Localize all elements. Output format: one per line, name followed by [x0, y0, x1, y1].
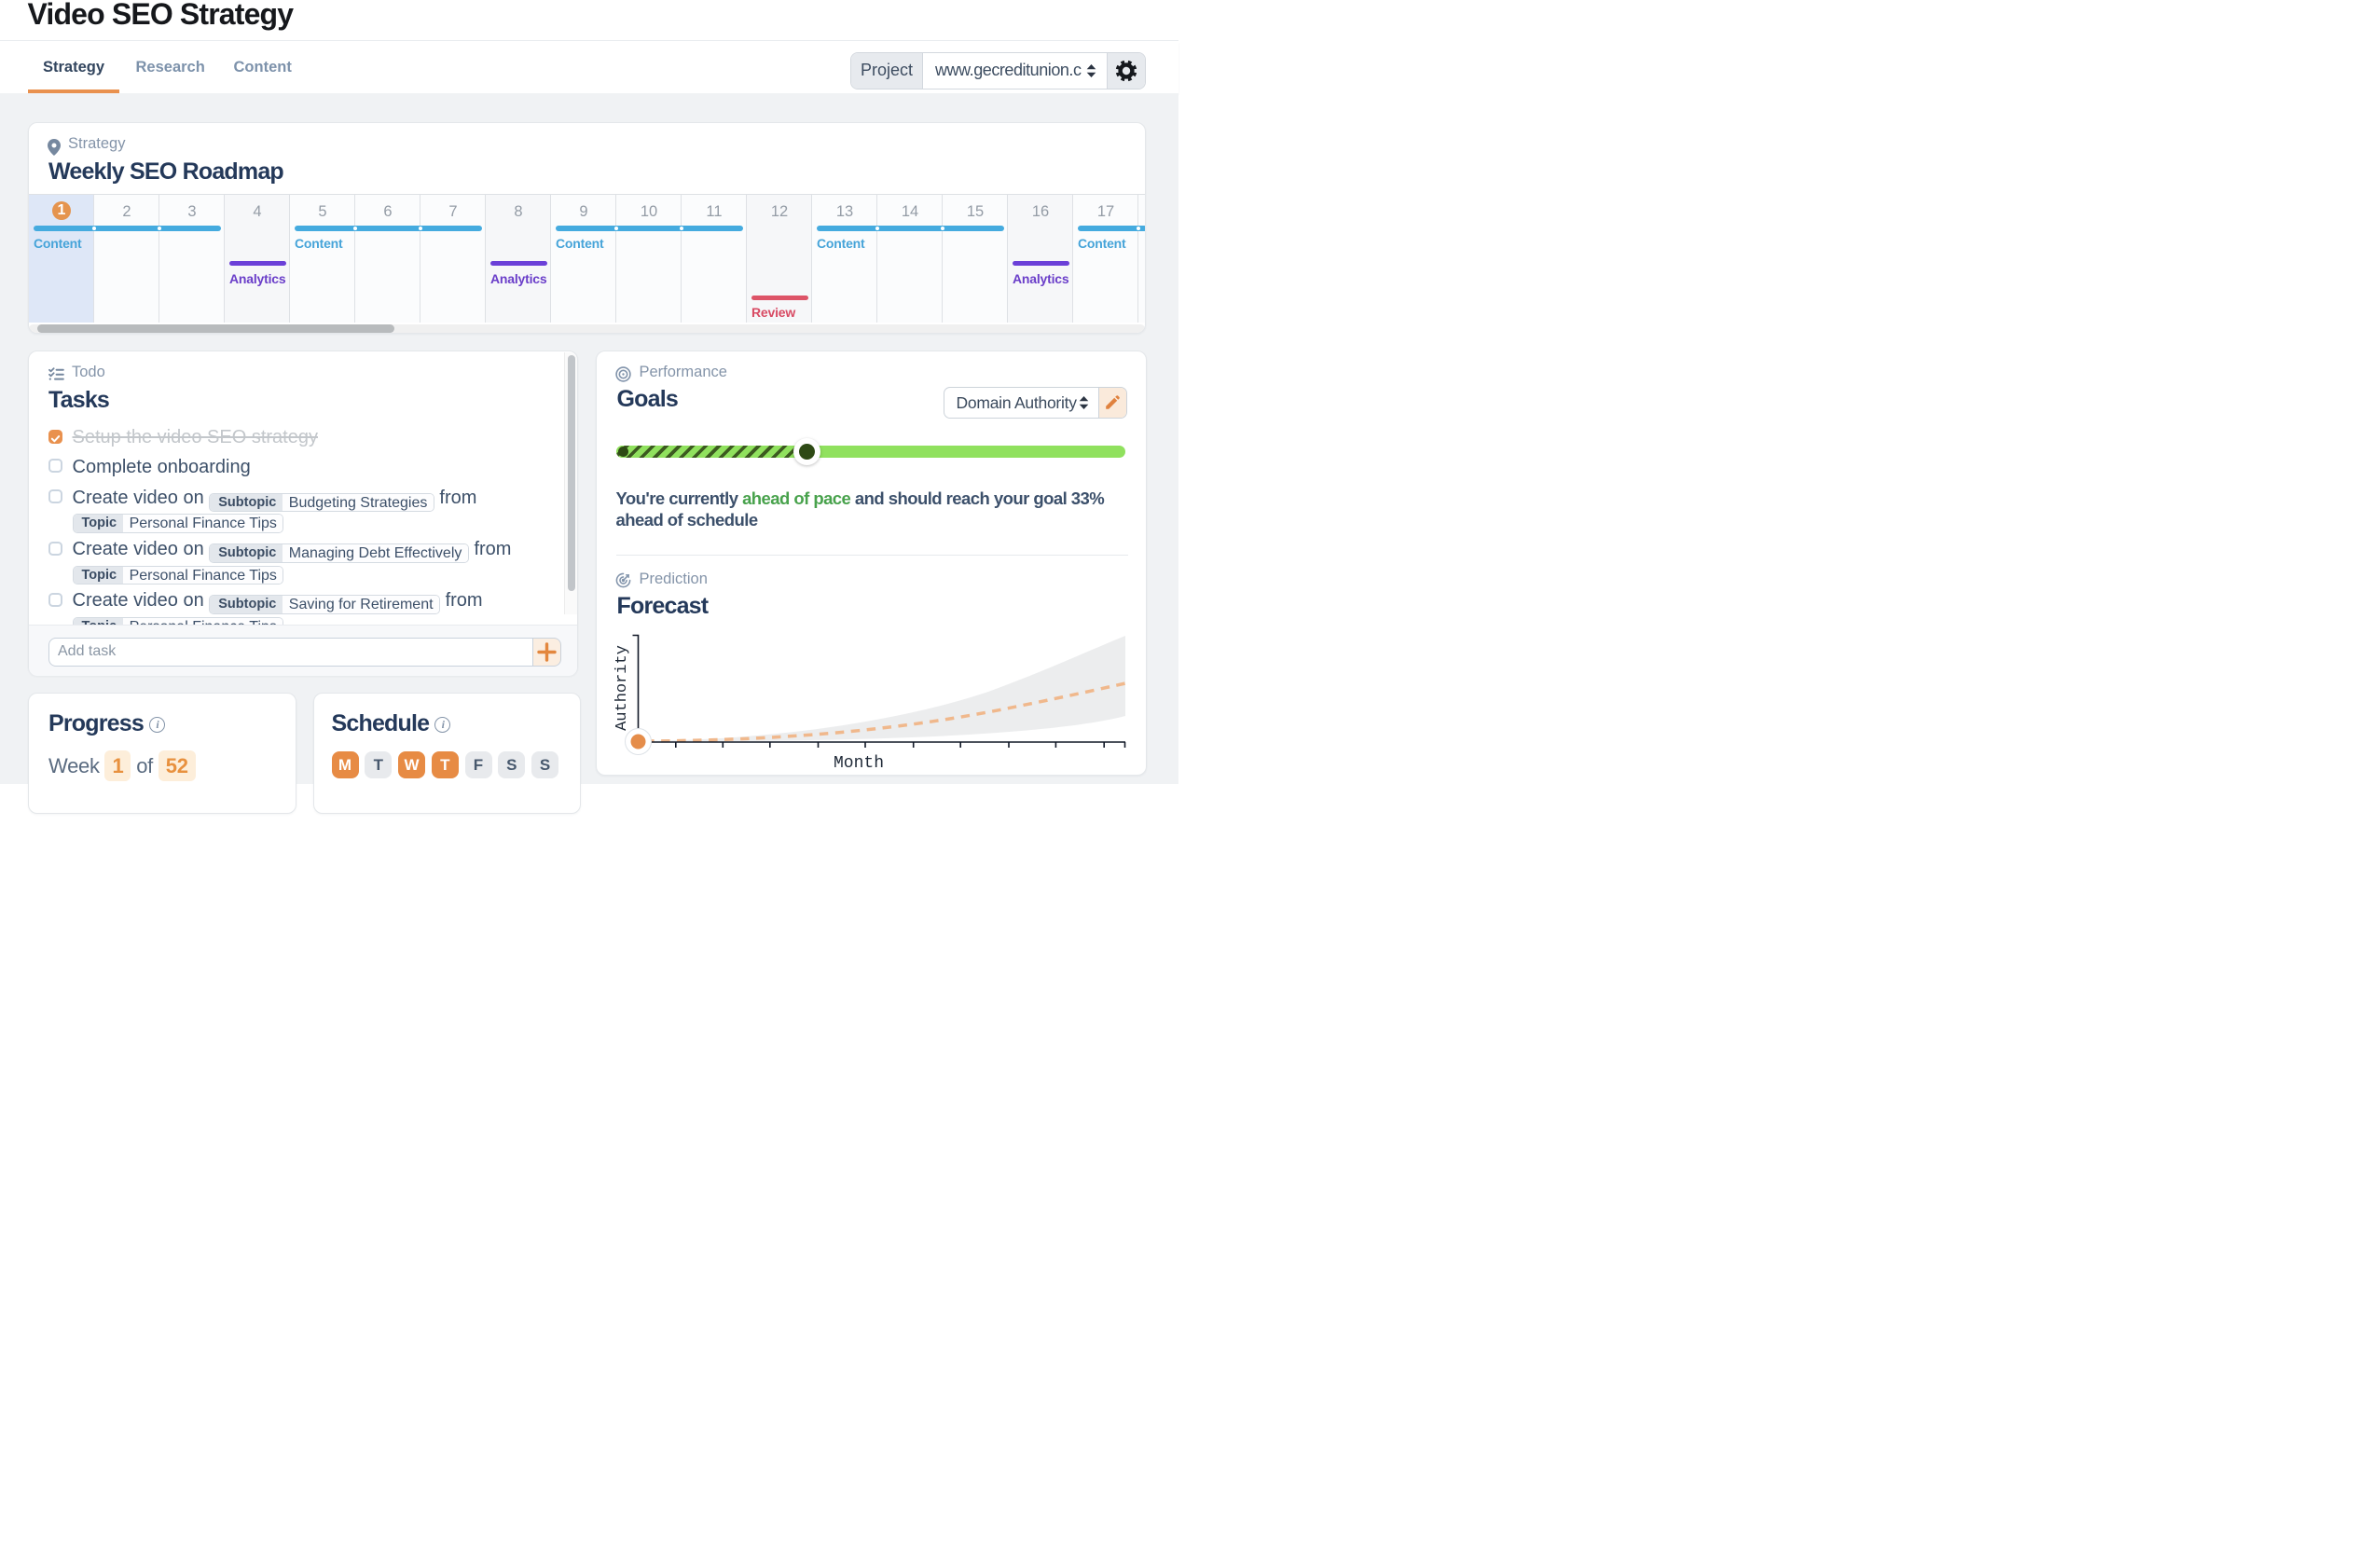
svg-text:Authority: Authority — [613, 645, 631, 731]
svg-text:Month: Month — [833, 754, 883, 773]
